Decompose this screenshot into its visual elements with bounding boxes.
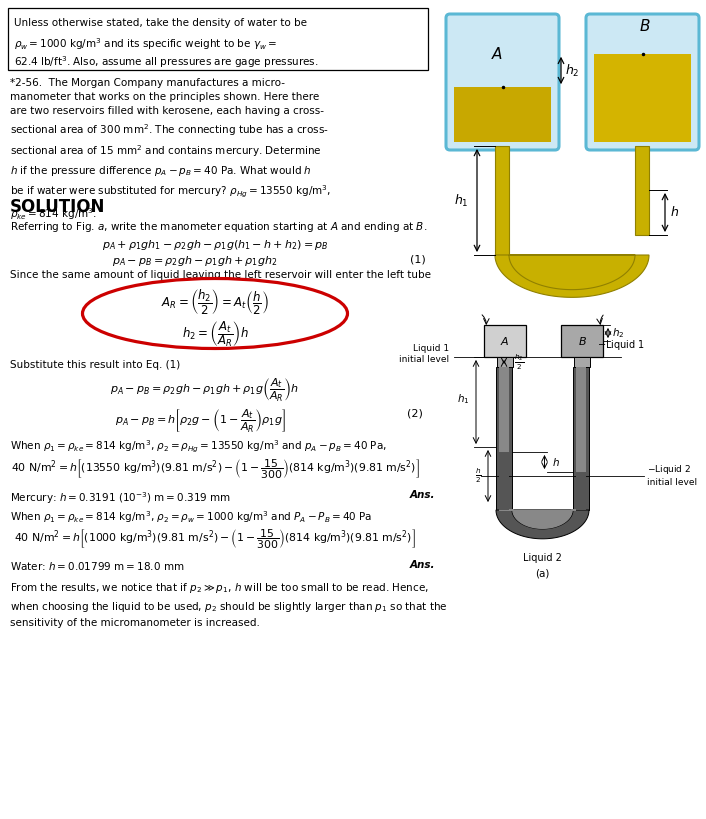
Text: Referring to Fig. $a$, write the manometer equation starting at $A$ and ending a: Referring to Fig. $a$, write the manomet…: [10, 220, 427, 234]
Text: Unless otherwise stated, take the density of water to be: Unless otherwise stated, take the densit…: [14, 18, 307, 28]
Text: $\frac{h}{2}$: $\frac{h}{2}$: [475, 467, 482, 485]
Text: SOLUTION: SOLUTION: [10, 198, 105, 216]
Text: (a): (a): [535, 568, 550, 578]
Polygon shape: [496, 510, 589, 539]
FancyBboxPatch shape: [446, 14, 559, 150]
Text: $A$: $A$: [501, 335, 510, 347]
Polygon shape: [495, 255, 649, 297]
Bar: [499, 367, 509, 510]
Text: $p_A - p_B = h\left[\rho_2 g - \left(1 - \dfrac{A_t}{A_R}\right)\rho_1 g\right]$: $p_A - p_B = h\left[\rho_2 g - \left(1 -…: [114, 408, 285, 435]
Text: $h_1$: $h_1$: [457, 392, 470, 406]
Text: From the results, we notice that if $p_2 \gg p_1$, $h$ will be too small to be r: From the results, we notice that if $p_2…: [10, 581, 448, 628]
Text: $\rho_w = 1000\ \mathrm{kg/m^3}$ and its specific weight to be $\gamma_w =$: $\rho_w = 1000\ \mathrm{kg/m^3}$ and its…: [14, 36, 277, 52]
Bar: [574, 357, 590, 367]
Text: (2): (2): [407, 408, 423, 418]
Text: Liquid 1
initial level: Liquid 1 initial level: [399, 344, 449, 364]
Text: $h$: $h$: [553, 456, 561, 468]
Text: $B$: $B$: [639, 18, 650, 34]
Bar: [484, 325, 526, 357]
Text: Water: $h = 0.01799\ \mathrm{m} = 18.0\ \mathrm{mm}$: Water: $h = 0.01799\ \mathrm{m} = 18.0\ …: [10, 560, 184, 572]
Bar: [497, 357, 513, 367]
Text: $A_R = \left(\dfrac{h_2}{2}\right) = A_t\left(\dfrac{h}{2}\right)$: $A_R = \left(\dfrac{h_2}{2}\right) = A_t…: [161, 288, 269, 317]
Bar: [573, 367, 589, 510]
Text: $A$: $A$: [491, 46, 503, 62]
Bar: [594, 54, 691, 142]
Text: $p_A - p_B = \rho_2 g h - \rho_1 g h + \rho_1 g\left(\dfrac{A_t}{A_R}\right)h$: $p_A - p_B = \rho_2 g h - \rho_1 g h + \…: [110, 377, 299, 404]
Text: $p_A + \rho_1 g h_1 - \rho_2 g h - \rho_1 g(h_1 - h + h_2) = p_B$: $p_A + \rho_1 g h_1 - \rho_2 g h - \rho_…: [102, 238, 328, 251]
Text: Mercury: $h = 0.3191\ (10^{-3})\ \mathrm{m} = 0.319\ \mathrm{mm}$: Mercury: $h = 0.3191\ (10^{-3})\ \mathrm…: [10, 491, 231, 506]
Bar: [635, 146, 649, 235]
Text: $h_2$: $h_2$: [565, 62, 580, 79]
Bar: [8, 8, 428, 70]
Text: $40\ \mathrm{N/m^2} = h\left[(1000\ \mathrm{kg/m^3})(9.81\ \mathrm{m/s^2}) - \le: $40\ \mathrm{N/m^2} = h\left[(1000\ \mat…: [14, 527, 416, 551]
Text: $-$Liquid 2
initial level: $-$Liquid 2 initial level: [647, 463, 697, 487]
Bar: [499, 452, 509, 510]
Text: $40\ \mathrm{N/m^2} = h\left[(13550\ \mathrm{kg/m^3})(9.81\ \mathrm{m/s^2}) - \l: $40\ \mathrm{N/m^2} = h\left[(13550\ \ma…: [11, 458, 419, 481]
Text: $h$: $h$: [670, 206, 679, 219]
Bar: [496, 367, 512, 510]
Text: $h_1$: $h_1$: [455, 192, 469, 209]
Text: When $\rho_1 = \rho_{ke} = 814\ \mathrm{kg/m^3}$, $\rho_2 = \rho_{Hg} = 13550\ \: When $\rho_1 = \rho_{ke} = 814\ \mathrm{…: [10, 439, 387, 455]
Text: $B$: $B$: [578, 335, 587, 347]
Bar: [576, 472, 586, 510]
Text: Ans.: Ans.: [410, 491, 436, 500]
Text: Ans.: Ans.: [410, 560, 436, 571]
Bar: [454, 87, 551, 142]
Text: $h_2 = \left(\dfrac{A_t}{A_R}\right)h$: $h_2 = \left(\dfrac{A_t}{A_R}\right)h$: [181, 319, 249, 349]
Bar: [576, 367, 586, 510]
Text: When $\rho_1 = \rho_{ke} = 814\ \mathrm{kg/m^3}$, $\rho_2 = \rho_w = 1000\ \math: When $\rho_1 = \rho_{ke} = 814\ \mathrm{…: [10, 509, 372, 525]
Text: *2-56.  The Morgan Company manufactures a micro-
manometer that works on the pri: *2-56. The Morgan Company manufactures a…: [10, 78, 331, 222]
Text: Substitute this result into Eq. (1): Substitute this result into Eq. (1): [10, 360, 180, 369]
Text: 62.4 lb/ft$^3$. Also, assume all pressures are gage pressures.: 62.4 lb/ft$^3$. Also, assume all pressur…: [14, 54, 318, 70]
Text: $-$Liquid 1: $-$Liquid 1: [597, 338, 645, 352]
Text: Since the same amount of liquid leaving the left reservoir will enter the left t: Since the same amount of liquid leaving …: [10, 269, 431, 279]
Text: Liquid 2: Liquid 2: [523, 553, 562, 563]
Bar: [561, 325, 603, 357]
FancyBboxPatch shape: [586, 14, 699, 150]
Text: (1): (1): [410, 254, 426, 264]
Text: $\frac{h_2}{2}$: $\frac{h_2}{2}$: [514, 352, 524, 372]
Bar: [495, 146, 509, 255]
Text: $p_A - p_B = \rho_2 g h - \rho_1 g h + \rho_1 g h_2$: $p_A - p_B = \rho_2 g h - \rho_1 g h + \…: [112, 254, 277, 268]
Text: $h_2$: $h_2$: [612, 326, 624, 340]
Polygon shape: [499, 510, 576, 528]
